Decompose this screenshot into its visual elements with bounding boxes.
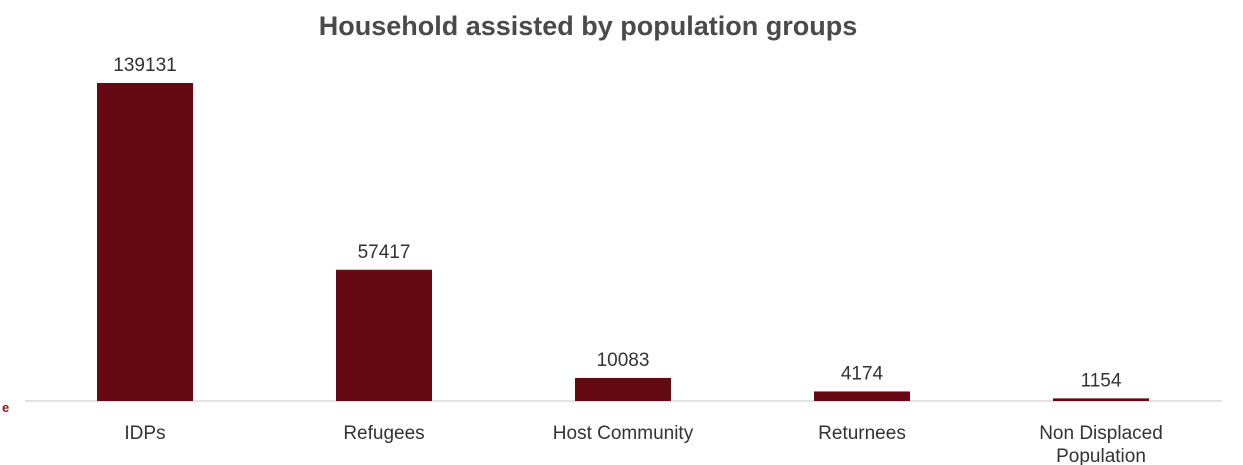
data-labels-layer: 139131 57417 10083 4174 1154: [113, 55, 1122, 391]
x-tick-label-line: Returnees: [818, 423, 906, 444]
bar-1: [336, 269, 432, 401]
bar-2: [575, 377, 671, 401]
x-tick-label-line: Non Displaced: [1039, 423, 1163, 444]
x-tick-labels-layer: IDPs Refugees Host Community Returnees Non D…: [124, 423, 1162, 465]
bar-0: [97, 83, 193, 401]
x-tick-label-2: Host Community: [553, 423, 694, 444]
x-tick-label-line: IDPs: [124, 423, 165, 444]
x-tick-label-1: Refugees: [343, 423, 424, 444]
data-label-4: 1154: [1081, 370, 1122, 391]
bar-3: [814, 391, 910, 401]
cropped-text-fragment: e: [2, 400, 9, 415]
x-tick-label-3: Returnees: [818, 423, 906, 444]
x-tick-label-line: Refugees: [343, 423, 424, 444]
data-label-0: 139131: [113, 55, 176, 76]
x-tick-label-line: Population: [1056, 446, 1146, 465]
x-tick-label-4: Non Displaced Population: [1039, 423, 1163, 465]
x-tick-label-line: Host Community: [553, 423, 694, 444]
bars-layer: [97, 83, 1149, 401]
chart-title: Household assisted by population groups: [319, 11, 858, 41]
data-label-2: 10083: [597, 350, 650, 371]
x-tick-label-0: IDPs: [124, 423, 165, 444]
data-label-1: 57417: [358, 242, 411, 263]
data-label-3: 4174: [841, 363, 884, 384]
bar-4: [1053, 398, 1149, 401]
